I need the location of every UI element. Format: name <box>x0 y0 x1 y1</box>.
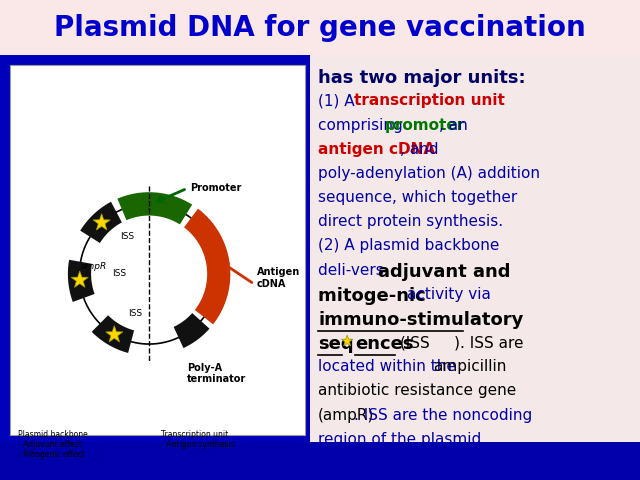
Polygon shape <box>93 214 110 230</box>
Text: Plasmid DNA for gene vaccination: Plasmid DNA for gene vaccination <box>54 13 586 42</box>
Text: deli-vers: deli-vers <box>318 263 388 277</box>
Text: (ISS     ). ISS are: (ISS ). ISS are <box>396 335 524 350</box>
Text: ampicillin: ampicillin <box>433 359 506 374</box>
Polygon shape <box>342 335 353 346</box>
Bar <box>0 55 310 480</box>
Text: Plasmid backbone
- Adjuvant effect
- Mitogenic effect: Plasmid backbone - Adjuvant effect - Mit… <box>18 430 88 459</box>
Text: , an: , an <box>439 118 468 132</box>
Text: ampR: ampR <box>81 262 108 271</box>
Text: antigen cDNA: antigen cDNA <box>318 142 435 157</box>
Text: promoter: promoter <box>385 118 465 132</box>
Polygon shape <box>106 325 123 342</box>
Text: . ISS are the noncoding: . ISS are the noncoding <box>355 408 532 422</box>
Text: sequence, which together: sequence, which together <box>318 190 517 205</box>
Polygon shape <box>173 313 209 348</box>
Bar <box>0 442 640 480</box>
Bar <box>310 55 640 480</box>
Text: has two major units:: has two major units: <box>318 69 525 87</box>
Text: ISS: ISS <box>112 269 126 278</box>
Polygon shape <box>68 260 95 302</box>
Text: , and: , and <box>400 142 438 157</box>
Text: seq: seq <box>318 335 354 353</box>
Text: Poly-A
terminator: Poly-A terminator <box>187 362 246 384</box>
Text: Antigen
cDNA: Antigen cDNA <box>257 267 300 289</box>
Polygon shape <box>92 315 134 353</box>
Text: activity via: activity via <box>406 287 490 302</box>
Polygon shape <box>117 192 192 225</box>
Text: antibiotic resistance gene: antibiotic resistance gene <box>318 384 516 398</box>
Text: ISS: ISS <box>120 232 134 241</box>
Text: direct protein synthesis.: direct protein synthesis. <box>318 214 503 229</box>
Text: ISS: ISS <box>128 309 142 318</box>
Polygon shape <box>80 202 122 243</box>
Text: (2) A plasmid backbone: (2) A plasmid backbone <box>318 239 499 253</box>
Text: region of the plasmid.: region of the plasmid. <box>318 432 486 447</box>
Text: poly-adenylation (A) addition: poly-adenylation (A) addition <box>318 166 540 181</box>
Text: adjuvant and: adjuvant and <box>378 263 511 281</box>
Text: Promoter: Promoter <box>190 183 241 193</box>
Text: located within the: located within the <box>318 359 461 374</box>
Text: comprising: comprising <box>318 118 408 132</box>
Text: (ampR): (ampR) <box>318 408 374 422</box>
Text: immuno-stimulatory: immuno-stimulatory <box>318 311 524 329</box>
Polygon shape <box>184 209 230 324</box>
Text: transcription unit: transcription unit <box>355 94 505 108</box>
Text: (1) A: (1) A <box>318 94 360 108</box>
Text: Transcription unit
- Antigen synthesis: Transcription unit - Antigen synthesis <box>161 430 235 449</box>
Bar <box>10 65 305 435</box>
Text: ences: ences <box>355 335 413 353</box>
FancyBboxPatch shape <box>0 0 640 55</box>
Text: mitoge-nic: mitoge-nic <box>318 287 432 305</box>
Polygon shape <box>71 271 88 288</box>
